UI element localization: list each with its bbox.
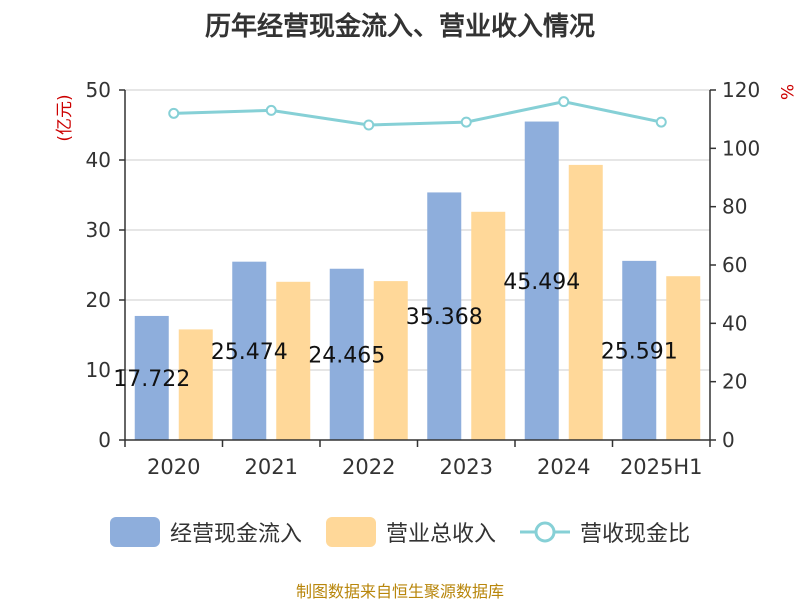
x-tick-label: 2025H1 xyxy=(620,455,703,479)
data-label-cash-inflow: 17.722 xyxy=(113,367,190,392)
bar-cash-inflow xyxy=(232,261,267,440)
data-label-cash-inflow: 45.494 xyxy=(503,270,580,295)
right-tick-label: 60 xyxy=(722,253,747,277)
chart-title: 历年经营现金流入、营业收入情况 xyxy=(204,12,595,42)
grid-lines xyxy=(125,89,710,371)
ratio-point xyxy=(265,104,277,116)
right-tick-label: 0 xyxy=(722,428,735,452)
bar-cash-inflow xyxy=(134,315,169,440)
data-label-cash-inflow: 25.591 xyxy=(601,339,678,364)
ratio-line-path xyxy=(173,100,662,127)
x-tick-label: 2021 xyxy=(245,455,298,479)
bar-revenue xyxy=(178,329,213,440)
x-tick-label: 2024 xyxy=(537,455,590,479)
legend-item-ratio[interactable]: 营收现金比 xyxy=(520,516,690,548)
legend-label-ratio: 营收现金比 xyxy=(580,522,691,547)
bar-cash-inflow xyxy=(622,260,657,440)
left-tick-label: 20 xyxy=(86,288,111,312)
right-tick-label: 80 xyxy=(722,195,747,219)
bar-revenue xyxy=(373,281,408,440)
legend-swatch-revenue xyxy=(325,517,376,547)
legend-label-revenue: 营业总收入 xyxy=(385,522,496,547)
data-label-cash-inflow: 25.474 xyxy=(211,340,288,365)
legend: 经营现金流入 营业总收入 营收现金比 xyxy=(0,516,800,548)
ratio-point xyxy=(558,96,570,108)
left-tick-label: 10 xyxy=(86,358,111,382)
right-tick-label: 100 xyxy=(722,136,760,160)
x-tick-label: 2022 xyxy=(342,455,395,479)
bar-revenue xyxy=(666,276,701,440)
source-note: 制图数据来自恒生聚源数据库 xyxy=(295,582,504,601)
data-label-cash-inflow: 35.368 xyxy=(406,305,483,330)
bars xyxy=(134,121,701,441)
right-tick-label: 20 xyxy=(722,370,747,394)
ratio-point xyxy=(363,119,375,131)
right-tick-label: 40 xyxy=(722,311,747,335)
bar-cash-inflow xyxy=(524,121,559,441)
data-labels: 17.722 25.474 24.465 35.368 45.494 25.591 xyxy=(113,270,677,392)
legend-item-cash-inflow[interactable]: 经营现金流入 xyxy=(109,516,302,548)
left-tick-label: 40 xyxy=(86,148,111,172)
bar-revenue xyxy=(568,164,603,440)
bar-cash-inflow xyxy=(427,192,462,440)
x-tick-label: 2020 xyxy=(147,455,200,479)
data-label-cash-inflow: 24.465 xyxy=(308,343,385,368)
ratio-line xyxy=(168,96,667,131)
left-tick-label: 50 xyxy=(86,78,111,102)
ratio-point xyxy=(460,116,472,128)
right-tick-label: 120 xyxy=(722,78,760,102)
left-tick-label: 30 xyxy=(86,218,111,242)
ratio-point xyxy=(655,116,667,128)
legend-label-cash-inflow: 经营现金流入 xyxy=(169,522,302,547)
bar-cash-inflow xyxy=(329,268,364,440)
ratio-point xyxy=(168,107,180,119)
legend-swatch-cash-inflow xyxy=(109,517,160,547)
right-axis-unit: % xyxy=(776,84,796,100)
left-tick-label: 0 xyxy=(98,428,111,452)
bar-revenue xyxy=(471,211,506,440)
axes: 0 10 20 30 40 50 0 20 40 60 80 100 120 (亿元)% 2020 2021 2… xyxy=(55,78,796,479)
legend-swatch-ratio xyxy=(520,521,570,543)
x-tick-label: 2023 xyxy=(440,455,493,479)
bar-revenue xyxy=(276,281,311,440)
legend-item-revenue[interactable]: 营业总收入 xyxy=(325,516,496,548)
left-axis-unit: (亿元) xyxy=(55,94,75,141)
